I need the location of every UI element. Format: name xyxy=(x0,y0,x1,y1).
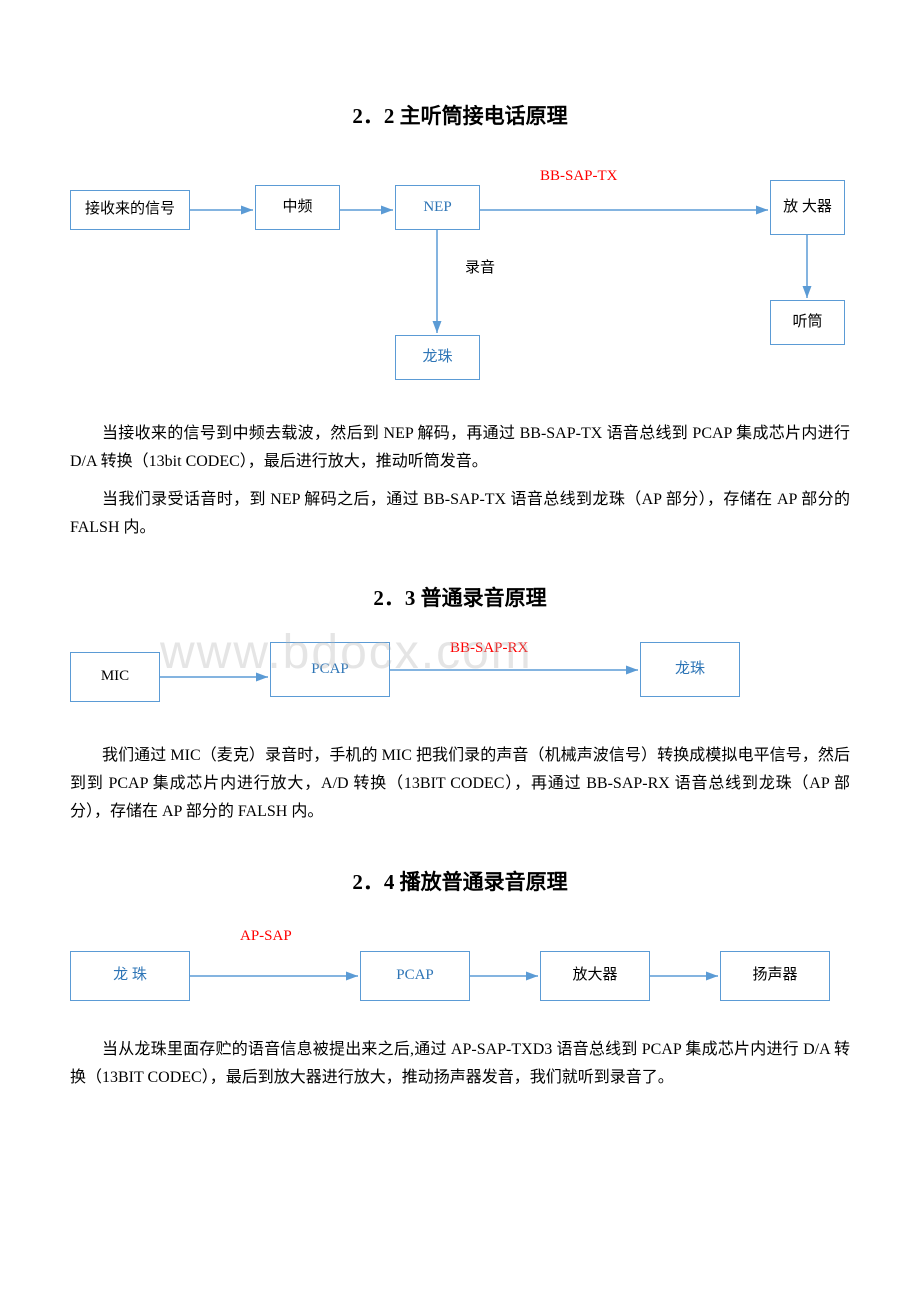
node-if: 中频 xyxy=(255,185,340,230)
para-22-2: 当我们录受话音时，到 NEP 解码之后，通过 BB-SAP-TX 语音总线到龙珠… xyxy=(70,486,850,542)
node-amp: 放 大器 xyxy=(770,180,845,235)
diagram-24: 龙 珠 PCAP 放大器 扬声器 AP-SAP xyxy=(70,926,850,1006)
label-bb-sap-rx: BB-SAP-RX xyxy=(450,640,528,657)
node-mic: MIC xyxy=(70,652,160,702)
label-record: 录音 xyxy=(465,260,485,277)
section-24-title: 2．4 播放普通录音原理 xyxy=(70,866,850,896)
label-ap-sap: AP-SAP xyxy=(240,928,292,945)
node-nep: NEP xyxy=(395,185,480,230)
node-speaker: 扬声器 xyxy=(720,951,830,1001)
diagram-22: 接收来的信号 中频 NEP 放 大器 龙珠 听筒 BB-SAP-TX 录音 xyxy=(70,160,850,390)
diagram-23: MIC PCAP 龙珠 BB-SAP-RX xyxy=(70,622,850,712)
section-22-title: 2．2 主听筒接电话原理 xyxy=(70,100,850,130)
node-longzhu-24: 龙 珠 xyxy=(70,951,190,1001)
para-24-1: 当从龙珠里面存贮的语音信息被提出来之后,通过 AP-SAP-TXD3 语音总线到… xyxy=(70,1036,850,1092)
node-pcap-23: PCAP xyxy=(270,642,390,697)
node-pcap-24: PCAP xyxy=(360,951,470,1001)
section-23-title: 2．3 普通录音原理 xyxy=(70,582,850,612)
para-22-1: 当接收来的信号到中频去载波，然后到 NEP 解码，再通过 BB-SAP-TX 语… xyxy=(70,420,850,476)
node-longzhu-23: 龙珠 xyxy=(640,642,740,697)
node-amp-24: 放大器 xyxy=(540,951,650,1001)
node-longzhu: 龙珠 xyxy=(395,335,480,380)
node-earpiece: 听筒 xyxy=(770,300,845,345)
para-23-1: 我们通过 MIC（麦克）录音时，手机的 MIC 把我们录的声音（机械声波信号）转… xyxy=(70,742,850,826)
label-bb-sap-tx: BB-SAP-TX xyxy=(540,168,618,185)
node-signal-in: 接收来的信号 xyxy=(70,190,190,230)
